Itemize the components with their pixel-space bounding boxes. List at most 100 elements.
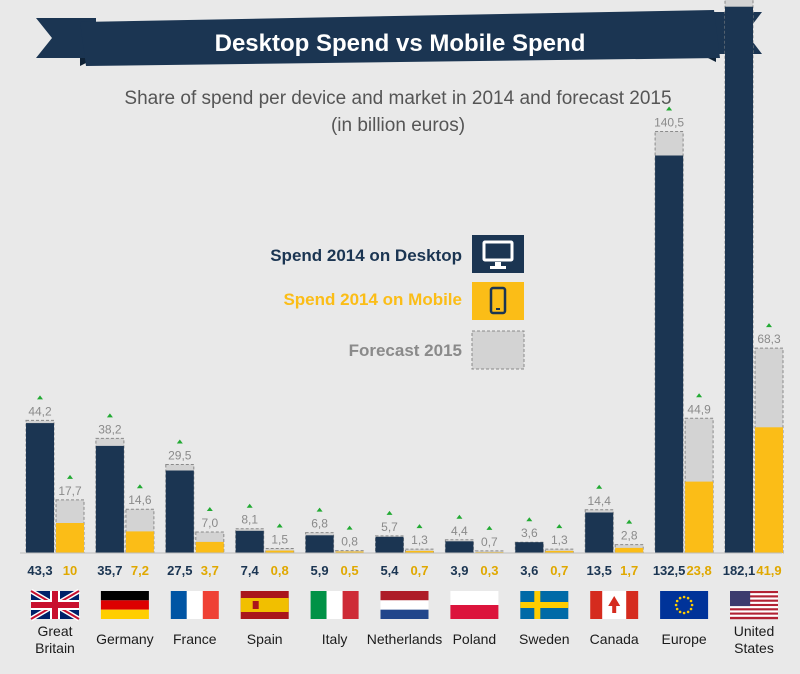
mobile-9-up-arrow-icon [696, 393, 703, 398]
desktop-7-bar [515, 542, 544, 553]
mobile-10-bar [755, 427, 783, 553]
eu-flag-icon [660, 591, 709, 619]
mobile-1-value-label: 7,2 [131, 563, 149, 578]
mobile-4-bar [335, 551, 364, 553]
category-label: Spain [247, 631, 283, 647]
desktop-7-value-label: 3,6 [520, 563, 538, 578]
mobile-8-bar [615, 547, 644, 553]
title-banner: Desktop Spend vs Mobile Spend [36, 10, 762, 66]
desktop-5-bar [375, 536, 404, 553]
mobile-3-value-label: 0,8 [271, 563, 289, 578]
mobile-2-value-label: 3,7 [201, 563, 219, 578]
mobile-5-bar [405, 550, 434, 553]
desktop-7-up-arrow-icon [526, 517, 533, 522]
mobile-1-forecast-label: 14,6 [128, 493, 152, 507]
mobile-5-forecast-label: 1,3 [411, 533, 428, 547]
category-label: Poland [453, 631, 497, 647]
desktop-0-value-label: 43,3 [27, 563, 52, 578]
bars-group: 44,2 43,3 17,7 10 Great Britain 38,2 35,7 14,6 7,… [20, 0, 784, 656]
germany-flag-icon [100, 591, 149, 619]
category-label: France [173, 631, 217, 647]
desktop-8-up-arrow-icon [596, 484, 603, 489]
category-label: Germany [96, 631, 154, 647]
spain-flag-icon [240, 591, 289, 619]
desktop-6-bar [445, 541, 474, 553]
desktop-7-forecast-label: 3,6 [521, 526, 538, 540]
desktop-4-bar [305, 535, 334, 553]
category-label-line: States [734, 640, 774, 656]
mobile-10-forecast-label: 68,3 [757, 332, 781, 346]
mobile-2-forecast-label: 7,0 [201, 516, 218, 530]
desktop-9-forecast-label: 140,5 [654, 116, 684, 130]
desktop-8-bar [585, 512, 614, 553]
mobile-8-value-label: 1,7 [620, 563, 638, 578]
category-label-line: Germany [96, 631, 154, 647]
desktop-1-forecast-label: 38,2 [98, 422, 122, 436]
chart-subtitle-line1: Share of spend per device and market in … [124, 88, 671, 109]
category-label-line: Canada [590, 631, 639, 647]
mobile-8-up-arrow-icon [626, 519, 633, 524]
mobile-0-up-arrow-icon [67, 474, 73, 479]
legend-forecast-swatch [471, 330, 525, 370]
mobile-0-forecast-label: 17,7 [58, 484, 82, 498]
desktop-4-up-arrow-icon [316, 507, 323, 512]
desktop-0-bar [26, 423, 54, 553]
desktop-0-up-arrow-icon [37, 395, 43, 400]
desktop-2-value-label: 27,5 [167, 563, 192, 578]
legend-desktop-label: Spend 2014 on Desktop [270, 246, 462, 265]
desktop-6-up-arrow-icon [456, 514, 463, 519]
mobile-5-value-label: 0,7 [410, 563, 428, 578]
category-label-line: United [734, 623, 774, 639]
mobile-3-forecast-label: 1,5 [271, 533, 288, 547]
desktop-1-value-label: 35,7 [97, 563, 122, 578]
desktop-0-forecast-label: 44,2 [28, 404, 52, 418]
category-label-line: France [173, 631, 217, 647]
mobile-1-up-arrow-icon [136, 484, 143, 489]
mobile-10-up-arrow-icon [766, 323, 772, 328]
mobile-10-value-label: 41,9 [756, 563, 781, 578]
category-label-line: Sweden [519, 631, 570, 647]
category-label: Europe [662, 631, 707, 647]
category-label: Netherlands [367, 631, 443, 647]
category-label-line: Great [37, 623, 72, 639]
desktop-3-value-label: 7,4 [241, 563, 260, 578]
mobile-0-value-label: 10 [63, 563, 77, 578]
desktop-9-value-label: 132,5 [653, 563, 686, 578]
legend-mobile-label: Spend 2014 on Mobile [283, 290, 462, 309]
mobile-9-forecast-label: 44,9 [687, 402, 711, 416]
category-label-line: Europe [662, 631, 707, 647]
desktop-4-value-label: 5,9 [311, 563, 329, 578]
mobile-3-bar [265, 550, 294, 553]
category-label: Italy [322, 631, 348, 647]
sweden-flag-icon [520, 591, 569, 619]
mobile-8-forecast-label: 2,8 [621, 529, 638, 543]
desktop-1-bar [95, 445, 124, 553]
desktop-5-forecast-label: 5,7 [381, 520, 398, 534]
chart-subtitle-line2: (in billion euros) [331, 115, 465, 136]
smartphone-icon [489, 286, 507, 315]
desktop-6-forecast-label: 4,4 [451, 524, 468, 538]
mobile-6-forecast-label: 0,7 [481, 535, 498, 549]
mobile-6-up-arrow-icon [486, 525, 493, 530]
desktop-3-forecast-label: 8,1 [241, 513, 258, 527]
italy-flag-icon [310, 591, 359, 619]
mobile-4-up-arrow-icon [346, 525, 353, 530]
desktop-9-bar [655, 155, 684, 553]
mobile-4-value-label: 0,5 [341, 563, 359, 578]
us-flag-icon [730, 591, 778, 620]
chart-title: Desktop Spend vs Mobile Spend [215, 30, 586, 57]
mobile-2-up-arrow-icon [206, 507, 213, 511]
mobile-4-forecast-label: 0,8 [341, 535, 358, 549]
mobile-7-value-label: 0,7 [550, 563, 568, 578]
mobile-0-bar [56, 523, 84, 553]
category-label: Canada [590, 631, 639, 647]
netherlands-flag-icon [380, 591, 429, 619]
mobile-9-value-label: 23,8 [686, 563, 711, 578]
category-label-line: Italy [322, 631, 348, 647]
desktop-5-value-label: 5,4 [380, 563, 399, 578]
category-label-line: Spain [247, 631, 283, 647]
desktop-6-value-label: 3,9 [450, 563, 468, 578]
desktop-8-value-label: 13,5 [587, 563, 612, 578]
desktop-8-forecast-label: 14,4 [588, 494, 612, 508]
